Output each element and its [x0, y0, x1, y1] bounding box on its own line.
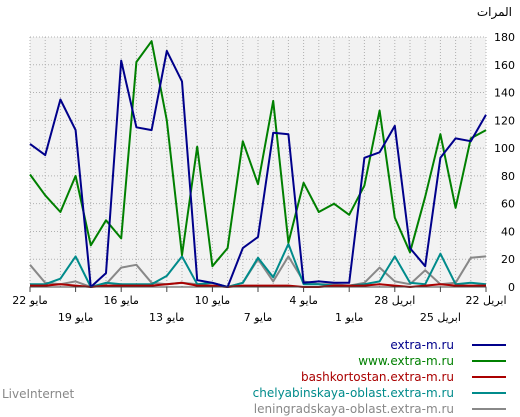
y-tick-label: 40 — [501, 225, 515, 238]
x-tick-label: 7 مايو — [244, 311, 273, 324]
x-tick-label: 22 ابريل — [465, 294, 506, 307]
legend-swatch — [472, 392, 506, 394]
legend-label: leningradskaya-oblast.extra-m.ru — [253, 402, 454, 416]
y-tick-label: 0 — [508, 281, 515, 294]
y-tick-label: 20 — [501, 253, 515, 266]
legend-label: extra-m.ru — [390, 338, 454, 352]
y-tick-label: 100 — [494, 142, 515, 155]
x-tick-label: 16 مايو — [103, 294, 139, 307]
x-tick-label: 10 مايو — [195, 294, 231, 307]
y-tick-label: 140 — [494, 87, 515, 100]
x-tick-label: 13 مايو — [149, 311, 185, 324]
brand-logo-text: LiveInternet — [2, 387, 75, 401]
x-tick-label: 1 مايو — [335, 311, 364, 324]
y-tick-label: 180 — [494, 31, 515, 44]
y-axis-label: المرات — [476, 5, 512, 19]
y-tick-label: 120 — [494, 114, 515, 127]
plot-area — [30, 37, 486, 287]
legend-item: bashkortostan.extra-m.ru — [206, 369, 506, 385]
chart-canvas: 0 20 40 60 80 100 120 140 160 180 22 مايو 16 مايو 1… — [12, 31, 515, 324]
y-axis-ticks: 0 20 40 60 80 100 120 140 160 180 — [494, 31, 515, 294]
legend-label: bashkortostan.extra-m.ru — [300, 370, 454, 384]
legend-swatch — [472, 344, 506, 346]
legend-item: chelyabinskaya-oblast.extra-m.ru — [206, 385, 506, 401]
legend-item: extra-m.ru — [206, 337, 506, 353]
x-tick-label: 19 مايو — [58, 311, 94, 324]
y-tick-label: 60 — [501, 198, 515, 211]
x-tick-label: 25 ابريل — [420, 311, 461, 324]
legend-swatch — [472, 408, 506, 410]
legend-item: leningradskaya-oblast.extra-m.ru — [206, 401, 506, 417]
series-line-www-extra-m-ru — [29, 40, 487, 268]
y-tick-label: 160 — [494, 59, 515, 72]
legend-label: chelyabinskaya-oblast.extra-m.ru — [252, 386, 454, 400]
y-tick-label: 80 — [501, 170, 515, 183]
series-line-extra-m-ru — [29, 49, 487, 288]
legend-swatch — [472, 360, 506, 362]
x-axis-ticks: 22 مايو 16 مايو 10 مايو 4 مايو 28 ابريل 22 اب… — [12, 287, 507, 324]
x-tick-label: 22 مايو — [12, 294, 48, 307]
x-tick-label: 4 مايو — [289, 294, 318, 307]
legend-item: www.extra-m.ru — [206, 353, 506, 369]
legend-swatch — [472, 376, 506, 378]
x-tick-label: 28 ابريل — [374, 294, 415, 307]
legend-label: www.extra-m.ru — [358, 354, 454, 368]
series-lines — [29, 40, 487, 288]
chart-legend: extra-m.ru www.extra-m.ru bashkortostan.ex… — [206, 337, 506, 417]
series-line-chelyabinskaya-oblast-extra-m-ru — [30, 242, 487, 288]
